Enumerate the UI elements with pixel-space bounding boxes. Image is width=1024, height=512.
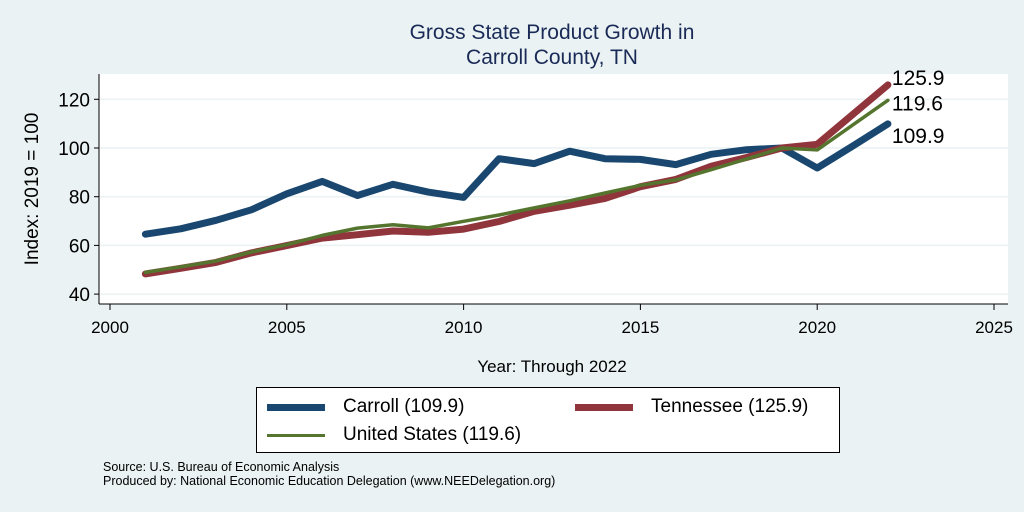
- x-tick-label-2015: 2015: [621, 318, 659, 337]
- y-tick-label-120: 120: [58, 90, 90, 111]
- end-label-tennessee: 125.9: [892, 67, 945, 90]
- x-tick-label-2010: 2010: [445, 318, 483, 337]
- legend-label-tennessee: Tennessee (125.9): [651, 396, 809, 417]
- footer: Source: U.S. Bureau of Economic Analysis…: [103, 460, 555, 488]
- legend-swatch-tennessee: [575, 403, 633, 411]
- producer-note: Produced by: National Economic Education…: [103, 474, 556, 488]
- y-tick-label-100: 100: [58, 139, 90, 160]
- legend-item-tennessee: Tennessee (125.9): [575, 396, 808, 418]
- chart-title-line-1: Gross State Product Growth in: [409, 21, 695, 44]
- y-axis-label: Index: 2019 = 100: [22, 113, 43, 266]
- y-tick-label-60: 60: [69, 236, 90, 257]
- legend-label-united-states: United States (119.6): [343, 424, 522, 445]
- legend-item-carroll: Carroll (109.9): [267, 396, 464, 418]
- x-tick-label-2025: 2025: [975, 318, 1013, 337]
- end-label-carroll: 109.9: [892, 125, 945, 148]
- chart-title-line-2: Carroll County, TN: [466, 46, 638, 69]
- legend: Carroll (109.9) Tennessee (125.9) United…: [256, 387, 840, 453]
- plot-area: [99, 74, 1008, 304]
- legend-label-carroll: Carroll (109.9): [343, 396, 465, 417]
- series-line-united-states: [143, 98, 890, 275]
- legend-swatch-united-states: [267, 433, 325, 437]
- x-axis-label: Year: Through 2022: [477, 357, 626, 376]
- y-tick-label-80: 80: [69, 188, 90, 209]
- legend-swatch-carroll: [267, 403, 325, 411]
- end-label-united-states: 119.6: [892, 92, 943, 115]
- series-line-carroll: [141, 120, 892, 238]
- source-note: Source: U.S. Bureau of Economic Analysis: [103, 460, 340, 474]
- x-tick-label-2005: 2005: [268, 318, 306, 337]
- x-tick-label-2000: 2000: [91, 318, 129, 337]
- x-tick-label-2020: 2020: [798, 318, 836, 337]
- legend-item-united-states: United States (119.6): [267, 424, 521, 446]
- y-tick-label-40: 40: [69, 285, 90, 306]
